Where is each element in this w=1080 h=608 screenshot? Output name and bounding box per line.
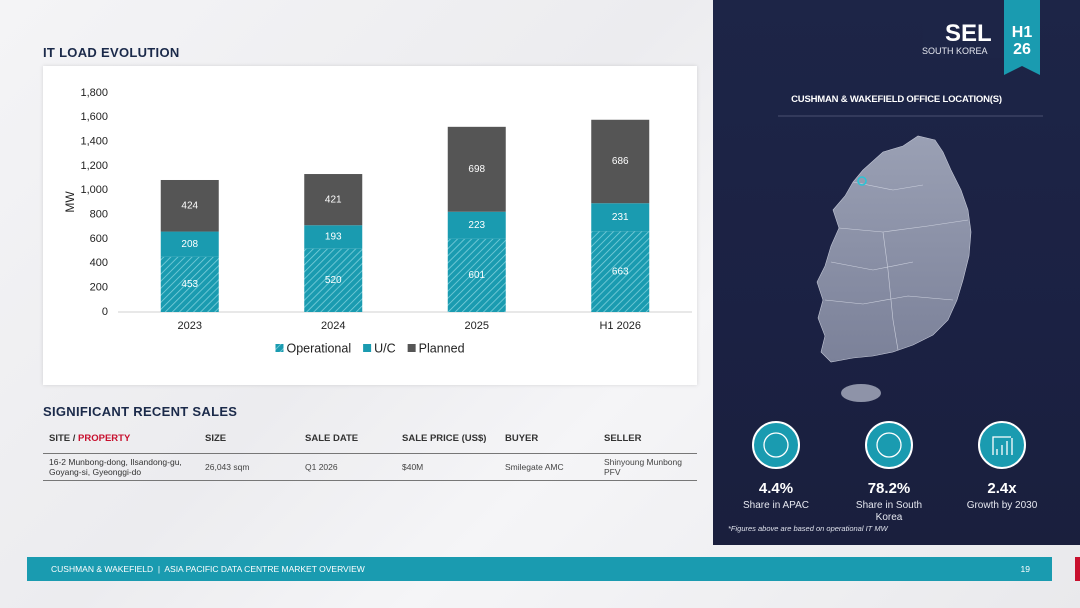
bar-segment [447, 211, 506, 239]
bar-segment [591, 119, 650, 204]
legend-swatch [363, 344, 372, 352]
data-label: 453 [181, 279, 198, 290]
data-label: 231 [612, 212, 629, 223]
market-badge [923, 0, 1018, 58]
header-cell: BUYER [499, 423, 598, 454]
bar-segment [304, 225, 363, 249]
stat-label: Share in APAC [743, 500, 809, 511]
bar-segment [447, 238, 506, 312]
chart: MW 0 200 400 600 800 1,000 1,200 1,400 1,600 1,80… [63, 87, 692, 355]
header-cell: SALE DATE [299, 423, 396, 454]
data-label: 193 [325, 232, 342, 243]
data-label: 663 [612, 266, 629, 277]
bar-segment [304, 174, 363, 226]
bar-segment [160, 256, 219, 312]
cell: 26,043 sqm [199, 453, 299, 481]
korea-map [816, 135, 972, 363]
header-highlight: PROPERTY [78, 432, 131, 444]
data-label: 601 [468, 270, 485, 281]
data-label: 208 [181, 239, 198, 250]
market-code: SEL [945, 20, 992, 47]
data-label: 686 [612, 156, 629, 167]
market-panel: SEL SOUTH KOREA H1 26 CUSHMAN & WAKEFIEL… [713, 0, 1080, 545]
cell: 16-2 Munbong-dong, Ilsandong-gu, Goyang-… [43, 453, 199, 481]
legend-swatch [275, 344, 284, 352]
x-tick-label: H1 2026 [599, 320, 641, 332]
stat-value: 4.4% [758, 480, 794, 497]
y-tick-label: 400 [90, 257, 108, 269]
cell: Smilegate AMC [499, 453, 598, 481]
y-tick-label: 1,000 [80, 184, 108, 196]
stat-value: 2.4x [987, 480, 1017, 497]
footer-text: CUSHMAN & WAKEFIELD | ASIA PACIFIC DATA … [51, 564, 365, 574]
bar-segment [447, 126, 506, 212]
stat-label: Share in South Korea [855, 500, 923, 523]
x-tick-label: 2023 [178, 320, 202, 332]
period-half: H1 [1011, 24, 1033, 41]
accent-mark [1075, 557, 1080, 581]
page-number: 19 [1020, 564, 1030, 574]
data-label: 424 [181, 200, 198, 211]
legend-label: U/C [374, 341, 396, 355]
cell: Q1 2026 [299, 453, 396, 481]
header-text: SITE / [49, 432, 76, 444]
bar-segment [160, 179, 219, 232]
period-tag [1004, 0, 1040, 75]
y-tick-label: 0 [102, 306, 108, 318]
table-header: SITE / PROPERTY SIZE SALE DATE SALE PRIC… [43, 423, 697, 454]
legend-label: Planned [419, 341, 465, 355]
x-tick-label: 2025 [465, 320, 489, 332]
map-graphic [752, 115, 1043, 469]
header-cell: SELLER [598, 423, 697, 454]
stat-value: 78.2% [867, 480, 911, 497]
office-pin [857, 176, 867, 186]
header-cell: SIZE [199, 423, 299, 454]
bar-segment [591, 231, 650, 312]
table-row: 16-2 Munbong-dong, Ilsandong-gu, Goyang-… [43, 453, 697, 481]
bar-segment [591, 203, 650, 232]
cell: $40M [396, 453, 499, 481]
period-year: 26 [1013, 41, 1031, 58]
header-cell: SALE PRICE (US$) [396, 423, 499, 454]
legend-label: Operational [286, 341, 351, 355]
period-text: H1 26 [1004, 24, 1040, 58]
cell: Shinyoung Munbong PFV [598, 453, 697, 481]
header-cell: SITE / PROPERTY [43, 423, 199, 454]
chart-card: MW 0 200 400 600 800 1,000 1,200 1,400 1,600 1,80… [43, 66, 697, 385]
y-tick-label: 800 [90, 209, 108, 221]
section-title: SIGNIFICANT RECENT SALES [43, 404, 238, 419]
data-label: 223 [468, 220, 485, 231]
data-label: 421 [325, 194, 342, 205]
legend-swatch [407, 344, 416, 352]
y-tick-label: 1,800 [80, 87, 108, 99]
y-tick-label: 1,600 [80, 111, 108, 123]
y-tick-label: 200 [90, 282, 108, 294]
footnote: *Figures above are based on operational … [728, 524, 888, 533]
section-title: IT LOAD EVOLUTION [43, 45, 180, 60]
y-axis-label: MW [63, 191, 77, 213]
footer-bar: CUSHMAN & WAKEFIELD | ASIA PACIFIC DATA … [27, 557, 1052, 581]
legend: Operational U/C Planned [275, 341, 465, 355]
sales-table: SITE / PROPERTY SIZE SALE DATE SALE PRIC… [43, 423, 697, 481]
bar-segment [160, 231, 219, 257]
map-title: CUSHMAN & WAKEFIELD OFFICE LOCATION(S) [791, 94, 1002, 105]
data-label: 698 [468, 164, 485, 175]
y-tick-label: 600 [90, 233, 108, 245]
market-country: SOUTH KOREA [922, 46, 988, 56]
stat-label: Growth by 2030 [966, 500, 1038, 511]
bar-segment [304, 248, 363, 312]
y-tick-label: 1,400 [80, 136, 108, 148]
x-tick-label: 2024 [321, 320, 345, 332]
y-tick-label: 1,200 [80, 160, 108, 172]
data-label: 520 [325, 275, 342, 286]
